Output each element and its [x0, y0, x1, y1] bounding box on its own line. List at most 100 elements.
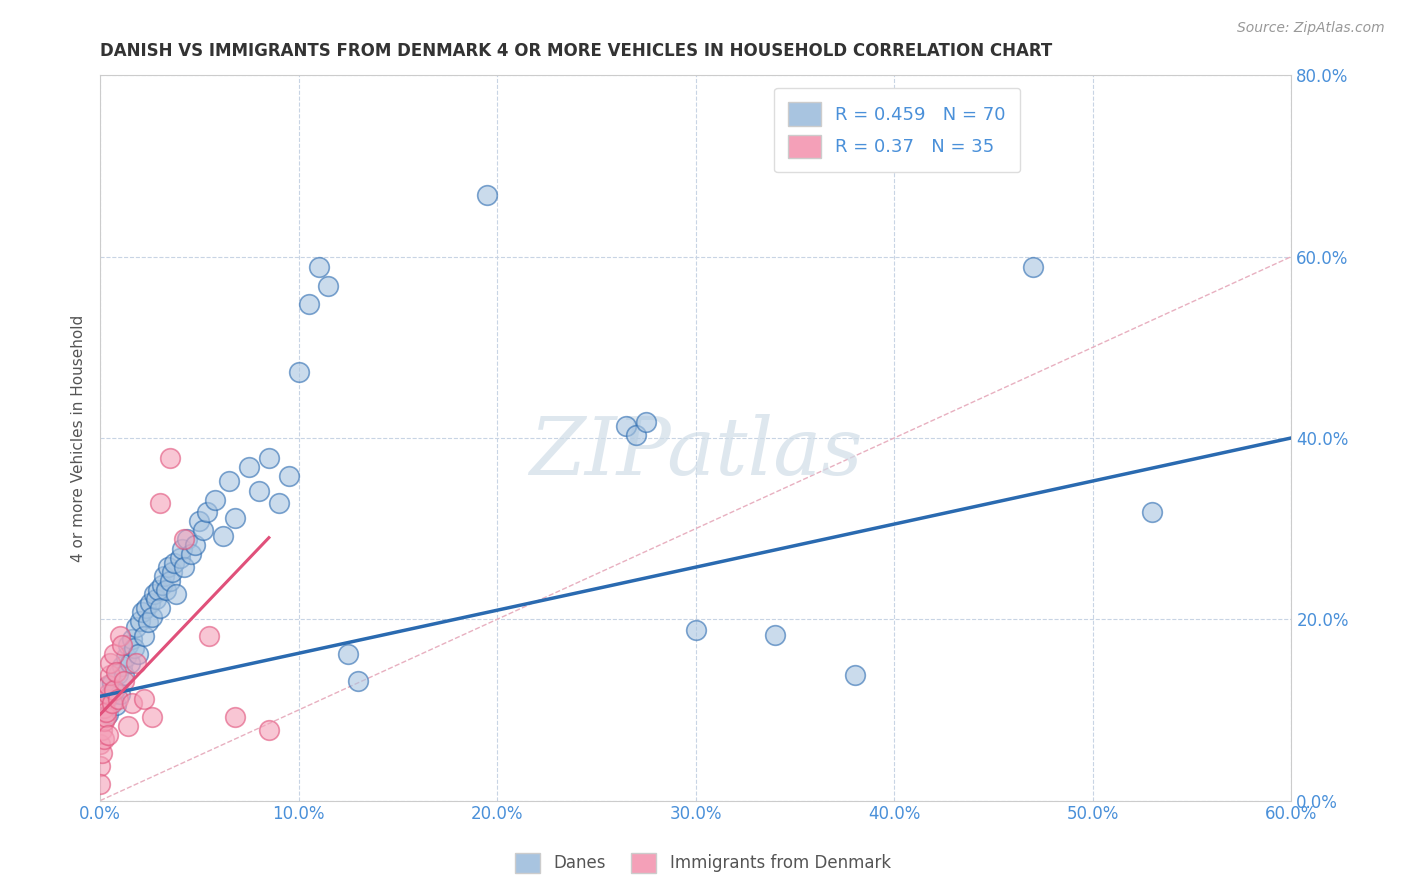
Point	[162, 556, 184, 570]
Point	[107, 666, 129, 681]
Point	[238, 459, 260, 474]
Point	[111, 659, 134, 673]
Point	[193, 524, 215, 538]
Point	[159, 574, 181, 589]
Point	[844, 668, 866, 682]
Point	[224, 710, 246, 724]
Point	[121, 696, 143, 710]
Point	[103, 683, 125, 698]
Point	[318, 278, 340, 293]
Point	[105, 698, 128, 713]
Point	[132, 692, 155, 706]
Point	[308, 260, 330, 275]
Point	[117, 719, 139, 733]
Point	[159, 450, 181, 465]
Point	[763, 628, 786, 642]
Point	[105, 665, 128, 679]
Point	[169, 550, 191, 565]
Point	[98, 668, 121, 682]
Point	[131, 605, 153, 619]
Point	[132, 629, 155, 643]
Point	[91, 747, 114, 761]
Point	[257, 450, 280, 465]
Point	[224, 510, 246, 524]
Point	[1142, 505, 1164, 519]
Point	[93, 731, 115, 746]
Y-axis label: 4 or more Vehicles in Household: 4 or more Vehicles in Household	[72, 314, 86, 562]
Point	[97, 728, 120, 742]
Point	[146, 583, 169, 598]
Point	[150, 578, 173, 592]
Point	[204, 492, 226, 507]
Point	[247, 483, 270, 498]
Point	[477, 187, 499, 202]
Point	[141, 610, 163, 624]
Point	[636, 415, 658, 429]
Point	[101, 696, 124, 710]
Point	[94, 680, 117, 694]
Point	[176, 533, 198, 547]
Point	[117, 638, 139, 652]
Point	[93, 701, 115, 715]
Point	[614, 419, 637, 434]
Point	[89, 759, 111, 773]
Point	[89, 738, 111, 752]
Point	[257, 723, 280, 737]
Point	[337, 647, 360, 661]
Point	[145, 592, 167, 607]
Point	[155, 583, 177, 598]
Point	[103, 685, 125, 699]
Point	[91, 723, 114, 737]
Point	[297, 296, 319, 310]
Point	[94, 710, 117, 724]
Point	[149, 601, 172, 615]
Point	[101, 675, 124, 690]
Point	[149, 496, 172, 510]
Point	[287, 365, 309, 379]
Point	[107, 692, 129, 706]
Point	[188, 514, 211, 528]
Point	[173, 533, 195, 547]
Point	[136, 615, 159, 629]
Point	[212, 529, 235, 543]
Point	[1022, 260, 1045, 275]
Point	[142, 587, 165, 601]
Point	[97, 687, 120, 701]
Point	[128, 614, 150, 628]
Point	[93, 714, 115, 728]
Point	[180, 547, 202, 561]
Point	[97, 707, 120, 722]
Point	[125, 619, 148, 633]
Point	[103, 647, 125, 661]
Point	[347, 673, 370, 688]
Point	[108, 687, 131, 701]
Point	[141, 710, 163, 724]
Point	[277, 469, 299, 483]
Point	[108, 629, 131, 643]
Point	[98, 656, 121, 670]
Point	[112, 673, 135, 688]
Point	[94, 705, 117, 719]
Point	[115, 650, 138, 665]
Point	[93, 694, 115, 708]
Point	[195, 505, 218, 519]
Point	[218, 475, 240, 489]
Point	[184, 538, 207, 552]
Point	[122, 641, 145, 656]
Point	[160, 565, 183, 579]
Legend: R = 0.459   N = 70, R = 0.37   N = 35: R = 0.459 N = 70, R = 0.37 N = 35	[775, 87, 1021, 172]
Point	[89, 777, 111, 791]
Point	[118, 656, 141, 670]
Point	[173, 559, 195, 574]
Point	[198, 629, 221, 643]
Text: ZIPatlas: ZIPatlas	[529, 414, 862, 491]
Point	[685, 623, 707, 637]
Point	[98, 690, 121, 704]
Text: Source: ZipAtlas.com: Source: ZipAtlas.com	[1237, 21, 1385, 35]
Point	[127, 647, 149, 661]
Point	[152, 568, 174, 582]
Point	[94, 692, 117, 706]
Point	[97, 677, 120, 691]
Legend: Danes, Immigrants from Denmark: Danes, Immigrants from Denmark	[509, 847, 897, 880]
Point	[125, 656, 148, 670]
